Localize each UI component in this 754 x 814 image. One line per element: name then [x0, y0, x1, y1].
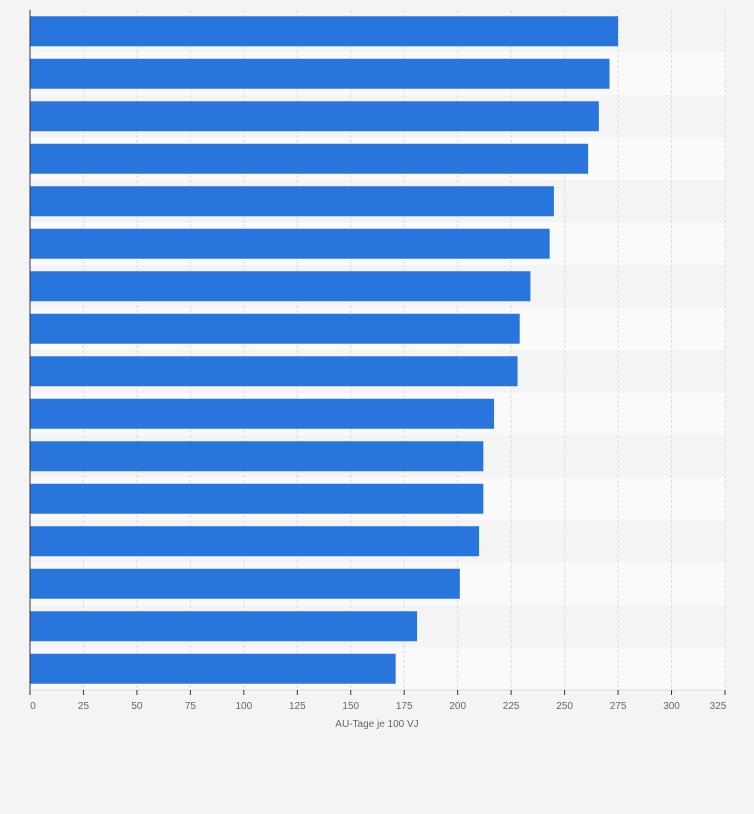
x-tick-label: 225: [503, 701, 520, 712]
x-tick-label: 150: [342, 701, 359, 712]
bar[interactable]: [30, 611, 418, 642]
bar[interactable]: [30, 653, 396, 684]
x-tick-label: 325: [710, 701, 727, 712]
bar[interactable]: [30, 483, 484, 514]
x-tick-label: 0: [30, 701, 36, 712]
bar[interactable]: [30, 101, 599, 132]
bar[interactable]: [30, 143, 589, 174]
x-axis-label: AU-Tage je 100 VJ: [335, 719, 418, 730]
x-tick-label: 125: [289, 701, 306, 712]
x-tick-label: 75: [185, 701, 197, 712]
bar[interactable]: [30, 186, 554, 217]
x-tick-label: 200: [449, 701, 466, 712]
bar[interactable]: [30, 16, 619, 47]
bar[interactable]: [30, 398, 495, 429]
bar[interactable]: [30, 271, 531, 302]
bar[interactable]: [30, 228, 550, 259]
bar[interactable]: [30, 356, 518, 387]
x-tick-label: 275: [610, 701, 627, 712]
x-tick-label: 50: [131, 701, 143, 712]
x-tick-label: 175: [396, 701, 413, 712]
x-tick-label: 100: [236, 701, 253, 712]
bar[interactable]: [30, 58, 610, 89]
bar[interactable]: [30, 568, 460, 599]
x-tick-label: 25: [78, 701, 90, 712]
bars: [30, 16, 619, 684]
x-tick-label: 300: [663, 701, 680, 712]
bar[interactable]: [30, 526, 480, 557]
x-axis: 0 25 50 75 100 125 150 175 200 225 250 275 300 325: [29, 10, 727, 712]
x-tick-label: 250: [556, 701, 573, 712]
bar[interactable]: [30, 441, 484, 472]
bar[interactable]: [30, 313, 520, 344]
